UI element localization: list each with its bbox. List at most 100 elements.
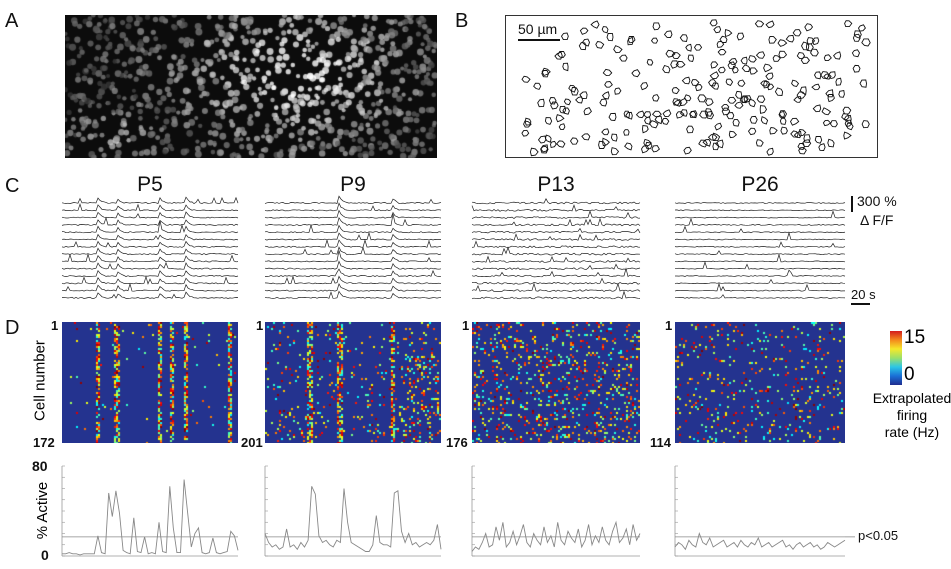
panel-label-b: B xyxy=(455,10,469,32)
percent-active-line-p9 xyxy=(264,486,442,552)
heatmap-top-label: 1 xyxy=(462,318,470,333)
cell-contour xyxy=(715,139,724,149)
cell-contour xyxy=(822,119,832,127)
cell-contour xyxy=(768,36,777,44)
fluorescence-trace xyxy=(674,261,846,270)
fluorescence-trace xyxy=(61,275,239,285)
cell-contour xyxy=(727,96,737,104)
cell-contour xyxy=(712,132,721,142)
cell-contour xyxy=(706,111,715,120)
cell-contour xyxy=(601,128,610,136)
cell-contour xyxy=(529,147,539,157)
cell-contour xyxy=(756,95,766,103)
fluorescence-trace xyxy=(471,277,641,285)
cell-count-p26: 114 xyxy=(650,435,671,450)
calcium-imaging-micrograph xyxy=(65,15,437,158)
cell-contour xyxy=(797,142,805,150)
cell-contour xyxy=(631,69,641,78)
cell-contour xyxy=(749,67,758,75)
fluorescence-trace xyxy=(675,269,846,277)
fluorescence-trace xyxy=(471,255,641,263)
cell-contour xyxy=(702,139,712,147)
cell-contour xyxy=(537,135,547,144)
panel-label-d: D xyxy=(5,317,20,339)
colorbar-label-line: Extrapolated xyxy=(872,390,951,406)
cell-contour xyxy=(556,140,566,148)
fluorescence-trace xyxy=(675,294,846,299)
cell-contour xyxy=(550,101,559,110)
cell-contour xyxy=(842,106,852,115)
cell-count-p5: 172 xyxy=(33,435,55,450)
percent-active-line-p5 xyxy=(62,479,239,556)
cell-contour xyxy=(598,140,607,149)
fluorescence-trace xyxy=(674,225,846,234)
fluorescence-trace xyxy=(61,282,239,292)
cell-contour xyxy=(852,33,861,42)
cell-contour xyxy=(619,54,628,62)
dff-scale-bar xyxy=(851,196,853,212)
cell-contour xyxy=(686,125,694,134)
cell-contour xyxy=(663,30,673,38)
cell-contour xyxy=(812,104,822,113)
cell-contour xyxy=(801,139,812,148)
cell-contour xyxy=(554,51,563,60)
cell-contour xyxy=(579,91,588,99)
cell-count-p13: 176 xyxy=(446,435,468,450)
cell-contour xyxy=(595,41,605,49)
cell-contour xyxy=(562,62,569,72)
cell-contour xyxy=(523,120,532,128)
cell-contour xyxy=(581,133,591,141)
cell-contour xyxy=(767,83,775,91)
fluorescence-trace xyxy=(674,282,845,292)
cell-contour xyxy=(540,145,549,154)
cell-contour xyxy=(590,20,600,29)
cell-contour xyxy=(583,107,592,116)
cell-contour xyxy=(778,110,785,119)
cell-contour xyxy=(521,129,530,137)
cell-contour xyxy=(843,131,852,140)
cell-contour xyxy=(627,36,634,46)
cell-contour xyxy=(740,56,748,65)
fluorescence-trace xyxy=(264,195,442,204)
cell-contour xyxy=(793,130,802,139)
cell-contour xyxy=(861,120,870,129)
cell-contour xyxy=(719,35,728,43)
cell-number-axis-label: Cell number xyxy=(31,340,49,421)
cell-contour xyxy=(614,87,622,95)
scale-bar xyxy=(518,39,560,41)
fluorescence-traces xyxy=(61,195,846,300)
cell-contour xyxy=(625,111,633,120)
fluorescence-trace xyxy=(674,253,846,263)
time-scale-label: 20 s xyxy=(851,287,876,302)
cell-contour xyxy=(844,119,853,127)
cell-contour xyxy=(601,26,609,34)
cell-contour xyxy=(737,79,746,87)
fluorescence-trace xyxy=(674,210,846,219)
fluorescence-trace xyxy=(264,246,442,256)
cell-contour xyxy=(695,84,703,92)
colorbar-min: 0 xyxy=(904,364,915,385)
cell-contour xyxy=(698,139,708,148)
cell-contour xyxy=(627,35,636,44)
fluorescence-trace xyxy=(264,214,441,226)
fluorescence-trace xyxy=(471,204,641,212)
fluorescence-trace xyxy=(471,246,641,256)
cell-contour xyxy=(550,140,557,149)
cell-contour xyxy=(735,90,743,99)
heatmap-p9 xyxy=(265,322,441,443)
fluorescence-trace xyxy=(471,267,641,278)
cell-contour xyxy=(662,109,672,118)
cell-contour xyxy=(743,95,752,104)
fluorescence-trace xyxy=(61,240,239,248)
cell-contour xyxy=(662,64,671,74)
colorbar-label-line: firing xyxy=(896,407,928,423)
cell-contour xyxy=(853,30,862,39)
fluorescence-trace xyxy=(264,239,442,248)
colorbar-label-line: rate (Hz) xyxy=(884,424,940,440)
cell-contour xyxy=(713,26,722,34)
cell-contour xyxy=(559,105,567,114)
cell-contour xyxy=(651,110,662,118)
cell-contour xyxy=(712,142,720,151)
fluorescence-trace xyxy=(674,278,846,285)
cell-contour xyxy=(610,133,618,142)
